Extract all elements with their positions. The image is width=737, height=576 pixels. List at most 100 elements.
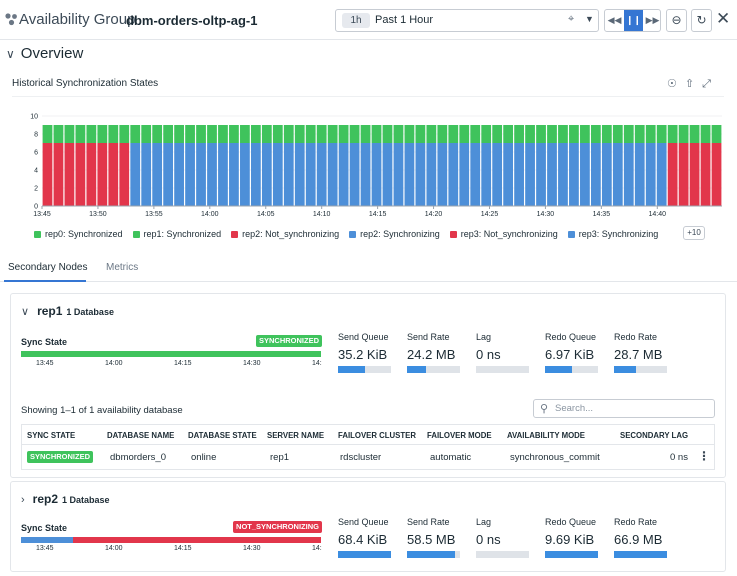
chart-bar-segment xyxy=(711,125,722,143)
availability-mode-cell: synchronous_commit xyxy=(510,452,600,463)
metric-redo-rate: Redo Rate 28.7 MB xyxy=(614,332,667,373)
metric-label: Redo Queue xyxy=(545,332,597,342)
time-range-label: Past 1 Hour xyxy=(375,14,434,26)
legend-label: rep3: Synchronizing xyxy=(578,229,659,239)
metric-value: 66.9 MB xyxy=(614,532,663,547)
chart-bar-segment xyxy=(163,125,174,143)
sync-tick: 13:45 xyxy=(36,360,54,367)
chart-bar-segment xyxy=(404,143,415,206)
rewind-icon[interactable]: ◀◀ xyxy=(607,15,622,25)
fast-forward-icon[interactable]: ▶▶ xyxy=(645,15,660,25)
column-header[interactable]: AVAILABILITY MODE xyxy=(507,431,585,440)
chart-bar-segment xyxy=(240,125,250,143)
x-tick-label: 14:05 xyxy=(257,211,275,218)
metric-bar xyxy=(407,551,460,558)
metric-bar-fill xyxy=(545,551,598,558)
legend-item[interactable]: rep1: Synchronized xyxy=(132,229,221,239)
sync-tick: 14:00 xyxy=(105,360,123,367)
tab-bar: Secondary Nodes Metrics xyxy=(0,256,737,282)
y-tick-label: 4 xyxy=(34,168,38,175)
chart-bar-segment xyxy=(525,143,535,206)
metric-redo-queue: Redo Queue 6.97 KiB xyxy=(545,332,598,373)
metric-bar xyxy=(614,551,667,558)
tab-metrics[interactable]: Metrics xyxy=(106,262,139,273)
chart-options-icon[interactable]: ☉ xyxy=(667,78,685,90)
legend-swatch xyxy=(132,231,140,238)
column-header[interactable]: FAILOVER CLUSTER xyxy=(338,431,416,440)
column-header[interactable]: DATABASE NAME xyxy=(107,431,175,440)
availability-group-icon xyxy=(5,13,17,26)
metric-value: 68.4 KiB xyxy=(338,532,388,547)
refresh-icon[interactable]: ↻ xyxy=(691,9,712,32)
legend-item[interactable]: rep2: Not_synchronizing xyxy=(231,229,339,239)
chart-bar-segment xyxy=(75,125,86,143)
metric-lag: Lag 0 ns xyxy=(476,332,529,373)
chart-bar-segment xyxy=(338,125,349,143)
pin-icon[interactable]: ⌖ xyxy=(568,13,575,25)
legend-item[interactable]: rep0: Synchronized xyxy=(34,229,123,239)
pause-icon[interactable]: ❙❙ xyxy=(624,10,643,31)
sync-state-segment xyxy=(73,537,321,543)
chart-bar-segment xyxy=(64,143,75,206)
legend-item[interactable]: rep3: Synchronizing xyxy=(567,229,659,239)
metric-bar-fill xyxy=(614,366,637,373)
legend-item[interactable]: rep3: Not_synchronizing xyxy=(449,229,558,239)
status-badge: SYNCHRONIZED xyxy=(27,451,93,463)
x-tick-label: 14:15 xyxy=(369,211,387,218)
close-icon[interactable]: ✕ xyxy=(716,9,731,28)
node-header-rep2[interactable]: › rep2 1 Database xyxy=(21,492,110,506)
legend-swatch xyxy=(349,231,357,238)
legend-more-button[interactable]: +10 xyxy=(683,226,705,240)
column-header[interactable]: SERVER NAME xyxy=(267,431,325,440)
chart-bar-segment xyxy=(678,143,689,206)
metric-value: 58.5 MB xyxy=(407,532,456,547)
zoom-out-icon[interactable]: ⊖ xyxy=(666,9,687,32)
chart-bar-segment xyxy=(261,143,272,206)
chart-bar-segment xyxy=(152,143,163,206)
table-row[interactable]: SYNCHRONIZED dbmorders_0 online rep1 rds… xyxy=(22,445,714,469)
metric-send-queue: Send Queue 68.4 KiB xyxy=(338,517,391,558)
y-tick-label: 10 xyxy=(30,114,38,121)
export-icon[interactable]: ⇧ xyxy=(684,78,703,90)
chart-bar-segment xyxy=(108,125,119,143)
chart-bar-segment xyxy=(503,125,514,143)
column-header[interactable]: SECONDARY LAG xyxy=(620,431,689,440)
column-header[interactable]: SYNC STATE xyxy=(27,431,76,440)
sync-state-label: Sync State xyxy=(21,337,68,347)
chevron-down-icon: ∨ xyxy=(6,47,15,61)
time-range-selector[interactable]: 1h Past 1 Hour ⌖ ▼ xyxy=(335,9,599,32)
chart-bar-segment xyxy=(207,143,217,206)
row-menu-icon[interactable]: ⋮ xyxy=(698,449,710,463)
chart-bar-segment xyxy=(645,143,656,206)
metric-bar xyxy=(545,551,598,558)
metric-bar-fill xyxy=(338,366,365,373)
legend-label: rep3: Not_synchronizing xyxy=(460,229,558,239)
column-header[interactable]: DATABASE STATE xyxy=(188,431,257,440)
x-tick-label: 14:00 xyxy=(201,211,219,218)
tab-secondary-nodes[interactable]: Secondary Nodes xyxy=(8,262,88,273)
metric-send-rate: Send Rate 58.5 MB xyxy=(407,517,460,558)
chart-bar-segment xyxy=(481,125,492,143)
chart-bar-segment xyxy=(196,125,206,143)
sync-tick: 14:15 xyxy=(174,545,192,552)
chevron-down-icon[interactable]: ▼ xyxy=(585,14,594,24)
search-input[interactable] xyxy=(555,402,710,415)
chart-bar-segment xyxy=(590,125,601,143)
legend-item[interactable]: rep2: Synchronizing xyxy=(349,229,440,239)
chart-bar-segment xyxy=(250,125,261,143)
chart-toolbar: ☉⇧⤢ xyxy=(667,77,719,91)
overview-section-toggle[interactable]: ∨ Overview xyxy=(6,45,83,62)
entity-name: dbm-orders-oltp-ag-1 xyxy=(126,13,258,28)
database-name-cell: dbmorders_0 xyxy=(110,452,166,463)
playback-controls: ◀◀ ❙❙ ▶▶ xyxy=(604,9,661,32)
column-header[interactable]: FAILOVER MODE xyxy=(427,431,492,440)
legend-swatch xyxy=(567,231,575,238)
chart-bar-segment xyxy=(316,143,327,206)
metric-bar xyxy=(476,551,529,558)
node-header-rep1[interactable]: ∨ rep1 1 Database xyxy=(21,304,114,318)
x-tick-label: 14:20 xyxy=(425,211,443,218)
chart-bar-segment xyxy=(229,125,239,143)
expand-icon[interactable]: ⤢ xyxy=(702,78,719,90)
metric-send-queue: Send Queue 35.2 KiB xyxy=(338,332,391,373)
server-name-cell: rep1 xyxy=(270,452,290,463)
